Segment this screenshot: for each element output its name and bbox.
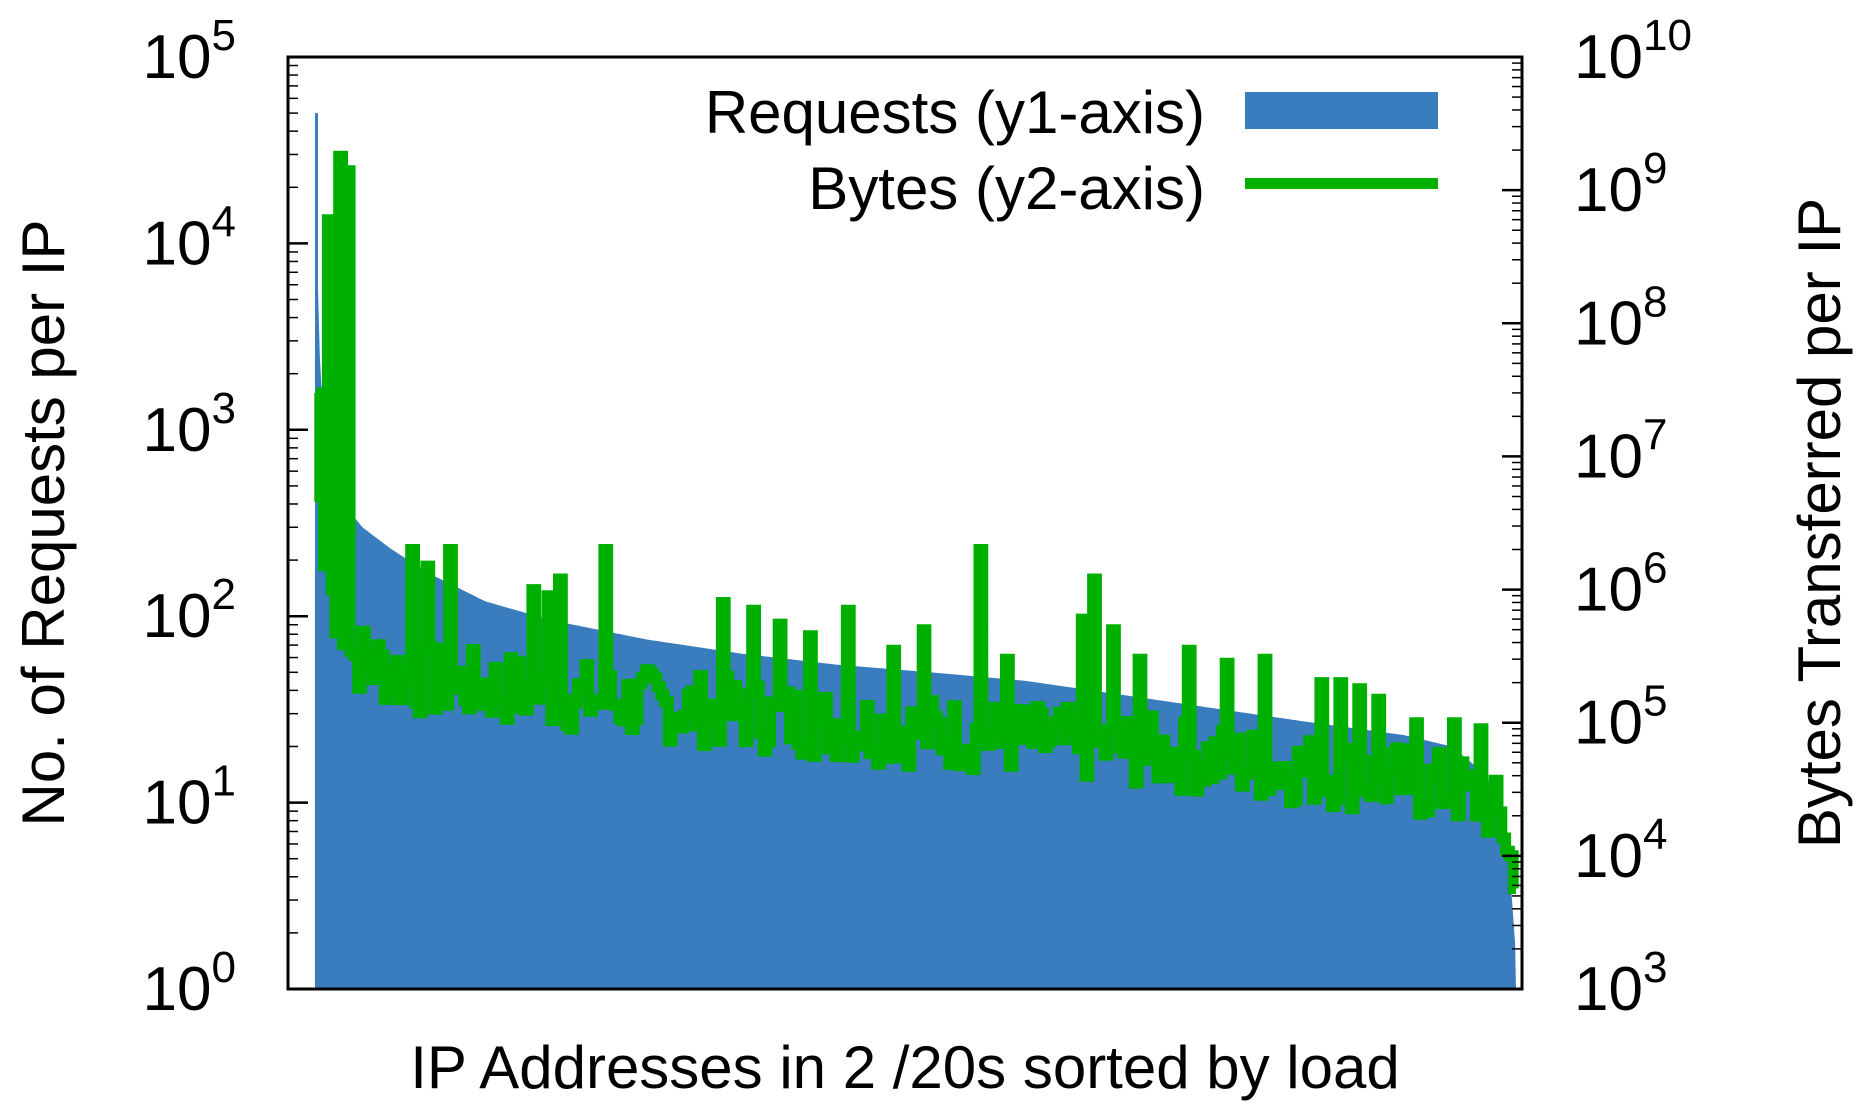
y2-tick-label: 107 [1574,410,1667,491]
requests-bar-top [315,113,318,989]
requests-bars [315,113,1516,990]
y2-tick-label: 108 [1574,277,1667,358]
y2-tick-label: 103 [1574,943,1667,1024]
plot-frame [286,55,1524,991]
y2-tick-label: 105 [1574,677,1667,758]
y2-tick-label: 1010 [1574,11,1692,92]
legend-label-bytes: Bytes (y2-axis) [808,155,1205,222]
y-axis-label: No. of Requests per IP [10,220,77,827]
y2-tick-label: 104 [1574,810,1667,891]
y2-tick-label: 109 [1574,144,1667,225]
legend-label-requests: Requests (y1-axis) [705,79,1205,146]
y2-axis-label: Bytes Transferred per IP [1786,198,1853,848]
bytes-line [314,150,1519,894]
y2-axis: 103 104 105 106 107 108 109 1010 [1502,11,1692,1024]
legend: Requests (y1-axis) Bytes (y2-axis) [705,79,1438,222]
requests-bar-area [316,113,1516,990]
x-axis-label: IP Addresses in 2 /20s sorted by load [410,1034,1400,1101]
y1-tick-label: 105 [143,11,236,92]
y1-tick-label: 101 [143,757,236,838]
y1-tick-label: 102 [143,570,236,651]
legend-swatch-bytes [1245,178,1438,189]
bytes-line-layer [314,150,1519,894]
legend-swatch-requests [1245,92,1438,129]
y1-tick-label: 103 [143,384,236,465]
y1-axis: 100 101 102 103 104 105 [143,11,308,1024]
y2-tick-label: 106 [1574,544,1667,625]
y1-tick-label: 104 [143,197,236,278]
y1-tick-label: 100 [143,943,236,1024]
